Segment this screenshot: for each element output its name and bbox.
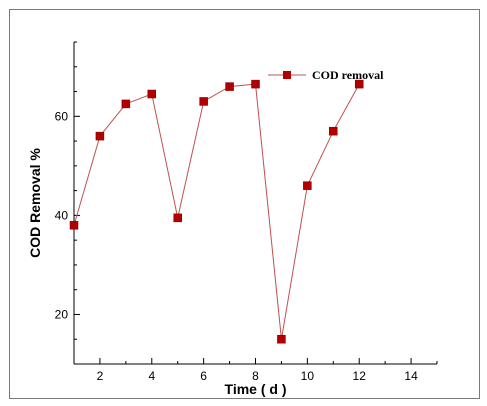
- x-tick-label: 10: [301, 369, 315, 383]
- data-point-marker: [354, 79, 364, 89]
- axes: 2 4 6 8 10 12 14 20 40 60: [55, 41, 438, 383]
- x-tick-label: 12: [353, 369, 367, 383]
- data-point-marker: [251, 79, 260, 89]
- legend-marker: [283, 71, 291, 79]
- x-tick-label: 14: [404, 369, 418, 383]
- data-point-marker: [303, 181, 312, 190]
- data-point-marker: [95, 131, 105, 141]
- legend-label: COD removal: [312, 68, 384, 82]
- data-point-marker: [173, 213, 182, 223]
- data-point-marker: [147, 89, 157, 99]
- data-point-marker: [121, 99, 131, 109]
- plot-area: [69, 79, 364, 344]
- legend: COD removal: [268, 68, 384, 82]
- data-point-marker: [199, 97, 208, 106]
- data-point-marker: [277, 334, 286, 344]
- y-tick-label: 60: [55, 109, 69, 123]
- y-tick-label: 40: [55, 208, 69, 222]
- data-point-marker: [225, 82, 234, 91]
- data-point-marker: [69, 221, 79, 230]
- x-tick-label: 8: [252, 369, 259, 383]
- series-line: [73, 83, 360, 340]
- y-tick-label: 20: [55, 307, 69, 321]
- x-tick-label: 6: [200, 369, 207, 383]
- figure-frame: [9, 9, 480, 399]
- x-tick-label: 4: [148, 369, 155, 383]
- x-axis-label: Time ( d ): [225, 381, 287, 397]
- y-axis-label: COD Removal %: [27, 148, 43, 258]
- x-tick-label: 2: [97, 369, 104, 383]
- data-point-marker: [329, 126, 338, 136]
